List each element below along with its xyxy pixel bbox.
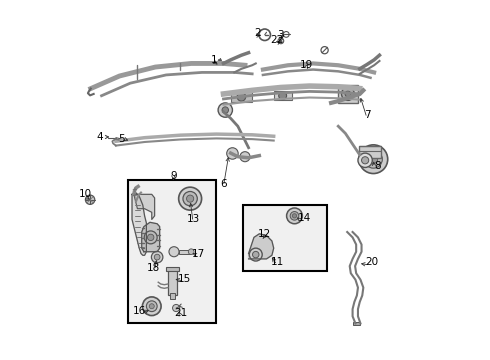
Circle shape	[358, 153, 372, 167]
Circle shape	[183, 192, 197, 206]
Text: 15: 15	[177, 274, 191, 284]
Text: 8: 8	[374, 161, 381, 171]
Bar	[243, 205, 327, 271]
Bar	[179, 249, 190, 254]
Text: 12: 12	[258, 229, 271, 239]
Bar	[166, 267, 179, 271]
Bar	[359, 146, 381, 158]
Bar	[168, 270, 177, 295]
Circle shape	[85, 195, 95, 204]
Circle shape	[188, 249, 194, 255]
Text: 10: 10	[79, 189, 92, 199]
Text: 9: 9	[170, 171, 176, 181]
Polygon shape	[142, 222, 160, 252]
Circle shape	[365, 150, 382, 168]
Circle shape	[279, 92, 287, 100]
Bar	[231, 92, 252, 102]
Circle shape	[359, 145, 388, 174]
Circle shape	[342, 87, 354, 100]
Text: +: +	[132, 187, 138, 193]
Circle shape	[172, 305, 180, 312]
Circle shape	[154, 254, 160, 260]
Circle shape	[293, 214, 296, 218]
Circle shape	[169, 247, 179, 257]
Text: +: +	[132, 193, 138, 199]
Circle shape	[151, 251, 163, 263]
Bar	[128, 180, 216, 323]
Polygon shape	[134, 194, 155, 220]
Circle shape	[252, 251, 259, 258]
Text: 1: 1	[211, 55, 218, 65]
Circle shape	[227, 148, 238, 159]
Text: 5: 5	[118, 134, 124, 144]
Bar	[274, 91, 292, 100]
Circle shape	[187, 195, 194, 202]
Circle shape	[147, 234, 154, 240]
Circle shape	[222, 107, 228, 113]
Circle shape	[218, 103, 232, 117]
Text: 7: 7	[364, 111, 370, 121]
Bar	[353, 322, 361, 325]
Circle shape	[143, 297, 161, 316]
Circle shape	[290, 212, 299, 220]
Bar	[338, 85, 358, 103]
Text: 19: 19	[299, 60, 313, 70]
Text: 21: 21	[174, 308, 187, 318]
Polygon shape	[248, 234, 274, 259]
Circle shape	[369, 155, 378, 163]
Bar	[170, 293, 175, 299]
Circle shape	[179, 187, 201, 210]
Text: 22: 22	[270, 35, 284, 45]
Circle shape	[362, 157, 368, 164]
Circle shape	[287, 208, 302, 224]
Circle shape	[218, 59, 221, 63]
Circle shape	[249, 248, 262, 261]
Text: 3: 3	[277, 30, 284, 40]
Text: 2: 2	[254, 28, 261, 38]
Text: 20: 20	[366, 257, 379, 267]
Text: 17: 17	[192, 248, 205, 258]
Text: 11: 11	[270, 257, 284, 267]
Circle shape	[149, 304, 154, 309]
Text: 14: 14	[297, 213, 311, 222]
Text: 13: 13	[186, 215, 199, 224]
Circle shape	[240, 152, 250, 162]
Circle shape	[237, 93, 245, 101]
Circle shape	[345, 91, 351, 97]
Text: 18: 18	[147, 263, 160, 273]
Circle shape	[144, 231, 157, 244]
Text: 16: 16	[133, 306, 146, 316]
Polygon shape	[132, 193, 147, 255]
Text: 4: 4	[97, 132, 103, 142]
Circle shape	[147, 301, 157, 312]
Text: 6: 6	[220, 179, 227, 189]
